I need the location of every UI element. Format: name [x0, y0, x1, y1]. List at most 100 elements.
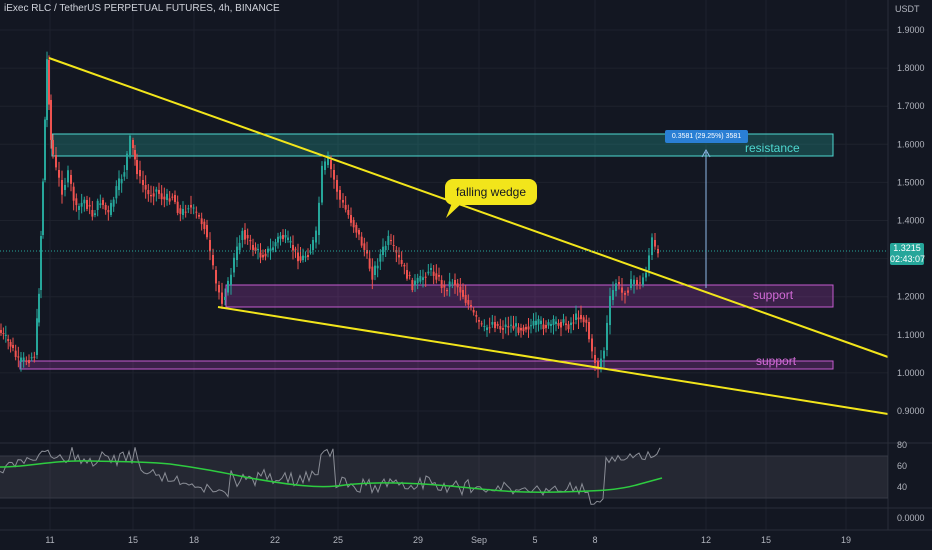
candle-body — [454, 280, 456, 286]
rsi-moving-average — [0, 460, 663, 494]
candle-body — [14, 350, 17, 357]
wedge-lower-trendline[interactable] — [217, 306, 889, 415]
candle-body — [567, 324, 570, 330]
candle-body — [459, 286, 462, 293]
rsi-line — [0, 447, 661, 505]
price-axis-label: 1.4000 — [897, 216, 925, 226]
candle-body — [488, 327, 491, 329]
wedge-upper-trendline[interactable] — [48, 57, 889, 358]
candle-body — [158, 190, 160, 194]
candle-body — [179, 208, 182, 214]
resistance-label: resistance — [745, 141, 800, 155]
candle-body — [309, 251, 312, 253]
time-axis-label: 15 — [761, 535, 771, 545]
candle-body — [654, 240, 656, 247]
candle-body — [414, 280, 416, 285]
candle-body — [510, 324, 512, 326]
price-axis-label: 1.0000 — [897, 368, 925, 378]
candle-body — [582, 317, 585, 323]
candle-body — [4, 334, 7, 336]
candle-body — [88, 205, 91, 207]
candle-body — [630, 279, 632, 288]
candle-body — [294, 248, 297, 250]
candle-body — [70, 175, 72, 184]
candle-body — [160, 193, 163, 200]
candle-body — [282, 235, 284, 240]
candle-body — [279, 235, 282, 239]
candle-body — [20, 357, 22, 362]
candle-body — [96, 200, 99, 210]
candle-body — [585, 319, 588, 323]
candle-body — [78, 206, 80, 210]
candle-body — [198, 215, 200, 217]
candle-body — [390, 240, 392, 241]
time-axis[interactable]: 11 15 18 22 25 29 Sep 5 8 12 15 19 — [45, 535, 851, 545]
candle-body — [520, 328, 522, 331]
candle-body — [411, 280, 414, 290]
candle-body — [277, 236, 279, 243]
candle-body — [517, 327, 520, 333]
candle-body — [289, 240, 292, 243]
candle-body — [621, 287, 623, 293]
falling-wedge-label[interactable]: falling wedge — [445, 179, 537, 205]
candle-body — [132, 140, 134, 149]
candle-body — [572, 322, 575, 324]
candle-body — [241, 230, 244, 240]
support-zone-upper[interactable] — [225, 284, 834, 308]
candle-body — [272, 247, 274, 250]
candle-body — [257, 248, 259, 250]
candle-body — [187, 208, 190, 210]
candle-body — [244, 230, 246, 240]
candle-body — [336, 180, 338, 192]
candle-body — [451, 282, 454, 284]
candle-body — [315, 230, 317, 243]
candle-body — [163, 196, 166, 200]
candle-body — [438, 275, 440, 277]
candle-body — [330, 160, 332, 170]
measure-label[interactable]: 0.3581 (29.25%) 3581 — [665, 130, 748, 143]
candle-body — [642, 277, 644, 285]
candle-body — [144, 185, 147, 190]
candle-body — [355, 225, 358, 233]
candle-body — [491, 322, 494, 325]
candle-body — [129, 135, 131, 155]
candle-body — [118, 178, 120, 190]
candle-body — [139, 170, 141, 177]
candle-body — [227, 280, 229, 293]
candle-body — [292, 245, 294, 251]
time-axis-label: 8 — [592, 535, 597, 545]
candle-body — [195, 211, 198, 213]
candle-body — [512, 325, 515, 329]
candle-body — [342, 200, 344, 203]
candle-body — [324, 161, 326, 170]
candle-body — [91, 210, 94, 217]
candle-body — [562, 319, 565, 323]
candle-body — [230, 274, 232, 285]
candle-body — [171, 196, 174, 198]
candle-body — [192, 207, 195, 209]
support-zone-lower[interactable] — [19, 360, 834, 370]
candle-body — [48, 60, 50, 105]
candle-body — [22, 357, 25, 362]
candle-body — [72, 186, 75, 201]
candle-body — [606, 322, 608, 350]
price-axis-label: 0.9000 — [897, 406, 925, 416]
candle-body — [299, 256, 302, 261]
candle-body — [17, 356, 20, 358]
price-axis-label: 1.1000 — [897, 330, 925, 340]
candle-body — [464, 295, 467, 303]
candle-body — [102, 200, 104, 205]
candle-body — [403, 265, 406, 267]
rsi-axis-label: 60 — [897, 461, 907, 471]
candle-body — [368, 258, 371, 269]
candle-body — [358, 230, 360, 235]
time-axis-label: 22 — [270, 535, 280, 545]
support-label-upper: support — [753, 288, 794, 302]
candle-body — [575, 313, 577, 320]
candle-body — [36, 318, 38, 355]
price-axis[interactable]: 1.90001.80001.70001.60001.50001.40001.30… — [897, 25, 925, 416]
candle-body — [384, 245, 387, 250]
time-axis-label: 15 — [128, 535, 138, 545]
symbol-title[interactable]: iExec RLC / TetherUS PERPETUAL FUTURES, … — [4, 3, 280, 14]
